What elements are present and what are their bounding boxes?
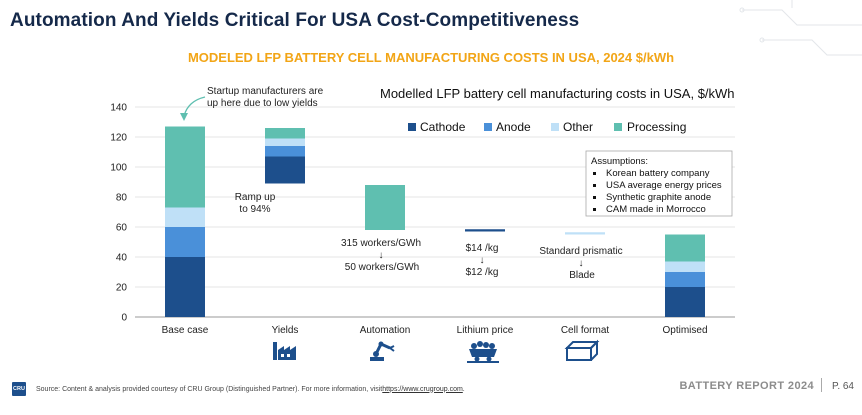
y-tick-label: 0	[121, 313, 127, 324]
bar-segment-processing	[165, 126, 205, 208]
assumption-item: Synthetic graphite anode	[606, 192, 711, 203]
bar-segment-anode	[665, 272, 705, 287]
assumption-item: USA average energy prices	[606, 180, 722, 191]
y-tick-label: 60	[116, 223, 128, 234]
lithium-from-label: $14 /kg	[466, 243, 499, 254]
legend-swatch-anode	[484, 123, 492, 131]
bar-segment-cathode	[265, 156, 305, 184]
assumption-item: CAM made in Morrocco	[606, 204, 706, 215]
waterfall-chart: 0 20 40 60 80 100 120 140 Base case Yields Automa…	[110, 86, 735, 363]
legend-label-other: Other	[563, 120, 593, 134]
lithium-arrow: ↓	[480, 255, 485, 266]
assumptions-box: Assumptions: Korean battery company USA …	[585, 150, 733, 217]
y-tick-label: 80	[116, 193, 128, 204]
automation-arrow: ↓	[379, 250, 384, 261]
bar-segment-cathode	[665, 287, 705, 317]
y-axis-ticks: 0 20 40 60 80 100 120 140	[110, 103, 127, 324]
assumption-bullet	[593, 208, 596, 211]
bar-segment-other	[265, 138, 305, 146]
bar-segment-other	[565, 232, 605, 235]
assumption-bullet	[593, 196, 596, 199]
legend-label-cathode: Cathode	[420, 120, 466, 134]
decorative-circuit-pattern	[739, 0, 862, 56]
robot-arm-icon	[370, 341, 395, 361]
bar-segment-other	[665, 261, 705, 272]
bar-segment-other	[165, 207, 205, 227]
bar-segment-processing	[665, 234, 705, 262]
bar-segment-anode	[165, 227, 205, 257]
bar-segment-cathode	[465, 229, 505, 232]
automation-to-label: 50 workers/GWh	[345, 262, 419, 273]
assumptions-heading: Assumptions:	[591, 156, 648, 167]
source-link[interactable]: https://www.crugroup.com	[382, 385, 463, 393]
cell-format-from-label: Standard prismatic	[539, 246, 622, 257]
source-end: .	[462, 385, 465, 393]
legend-swatch-other	[551, 123, 559, 131]
legend-swatch-processing	[614, 123, 622, 131]
startup-annotation-line1: Startup manufacturers are	[207, 86, 324, 97]
yields-annotation-line1: Ramp up	[235, 192, 276, 203]
startup-arrow-head	[180, 113, 188, 121]
mining-cart-icon	[467, 341, 499, 363]
category-label: Optimised	[662, 325, 707, 336]
startup-annotation: Startup manufacturers are up here due to…	[180, 86, 324, 121]
y-tick-label: 20	[116, 283, 128, 294]
factory-icon	[273, 342, 296, 360]
automation-from-label: 315 workers/GWh	[341, 238, 421, 249]
report-label: BATTERY REPORT 2024	[679, 380, 814, 392]
cell-format-arrow: ↓	[579, 258, 584, 269]
startup-annotation-line2: up here due to low yields	[207, 98, 318, 109]
cell-format-to-label: Blade	[569, 270, 595, 281]
page-number: P. 64	[831, 381, 854, 392]
source-text: Source: Content & analysis provided cour…	[36, 385, 383, 393]
y-tick-label: 140	[110, 103, 127, 114]
cru-logo: CRU	[12, 382, 26, 396]
y-tick-label: 40	[116, 253, 128, 264]
footer-divider	[821, 378, 822, 392]
legend-label-anode: Anode	[496, 120, 531, 134]
category-label: Lithium price	[457, 325, 514, 336]
footer: CRU Source: Content & analysis provided …	[12, 381, 852, 397]
chart-inner-title: Modelled LFP battery cell manufacturing …	[380, 86, 735, 101]
y-tick-label: 120	[110, 133, 127, 144]
bar-segment-anode	[265, 146, 305, 157]
legend-label-processing: Processing	[627, 120, 686, 134]
category-labels: Base case Yields Automation Lithium price Ce…	[162, 325, 708, 336]
category-label: Automation	[360, 325, 411, 336]
assumption-bullet	[593, 184, 596, 187]
bar-segment-processing	[365, 185, 405, 230]
chart-subtitle: MODELED LFP BATTERY CELL MANUFACTURING C…	[187, 50, 675, 65]
bar-segment-cathode	[165, 257, 205, 317]
category-label: Yields	[272, 325, 299, 336]
legend: Cathode Anode Other Processing	[408, 120, 686, 134]
category-label: Base case	[162, 325, 209, 336]
assumption-bullet	[593, 172, 596, 175]
assumption-item: Korean battery company	[606, 168, 710, 179]
yields-annotation-line2: to 94%	[239, 204, 270, 215]
lithium-to-label: $12 /kg	[466, 267, 499, 278]
legend-swatch-cathode	[408, 123, 416, 131]
y-tick-label: 100	[110, 163, 127, 174]
bars	[165, 126, 705, 317]
page-title: Automation And Yields Critical For USA C…	[10, 10, 580, 31]
battery-cell-icon	[564, 339, 600, 361]
bar-segment-processing	[265, 128, 305, 139]
category-label: Cell format	[561, 325, 610, 336]
